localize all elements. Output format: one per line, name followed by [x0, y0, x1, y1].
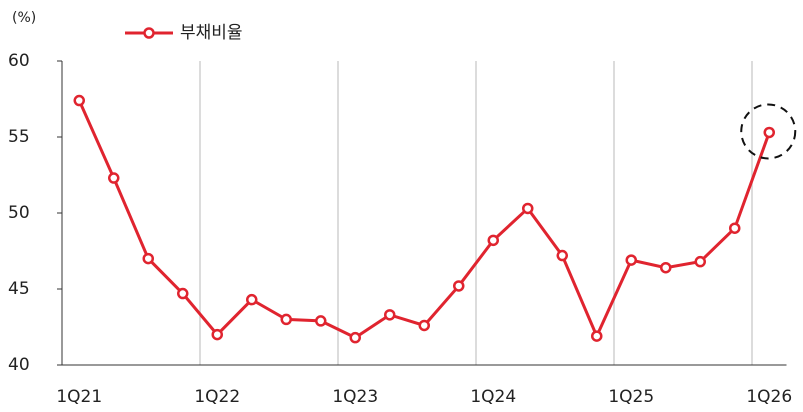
point	[729, 222, 741, 234]
y-tick-label: 45	[8, 279, 30, 299]
point	[694, 255, 706, 268]
point	[246, 293, 258, 306]
x-tick-label: 1Q25	[608, 387, 654, 407]
point	[591, 330, 603, 342]
y-tick-label: 40	[8, 355, 30, 375]
point	[453, 280, 465, 292]
highlight-ring	[740, 103, 797, 160]
point	[556, 249, 568, 262]
point	[349, 331, 361, 344]
point	[625, 254, 637, 266]
y-tick-label: 60	[8, 51, 30, 71]
point	[763, 126, 775, 139]
point	[280, 313, 292, 326]
x-tick-label: 1Q24	[470, 387, 516, 407]
x-tick-label: 1Q23	[332, 387, 378, 407]
y-tick-label: 55	[8, 127, 30, 147]
y-tick-label: 50	[8, 203, 30, 223]
y-unit: (%)	[12, 10, 36, 26]
point	[418, 319, 430, 332]
point	[315, 315, 327, 327]
point	[211, 328, 223, 341]
x-tick-label: 1Q22	[194, 387, 240, 407]
legend-label: 부채비율	[180, 23, 243, 43]
point	[73, 94, 85, 107]
x-tick-label: 1Q26	[746, 387, 792, 407]
point	[108, 172, 120, 184]
line	[77, 99, 771, 340]
x-tick-label: 1Q21	[56, 387, 102, 407]
legend-marker	[143, 27, 155, 39]
point	[522, 202, 534, 215]
point	[384, 309, 396, 321]
point	[487, 234, 499, 247]
point	[142, 252, 154, 265]
point	[177, 287, 189, 300]
point	[660, 261, 672, 274]
